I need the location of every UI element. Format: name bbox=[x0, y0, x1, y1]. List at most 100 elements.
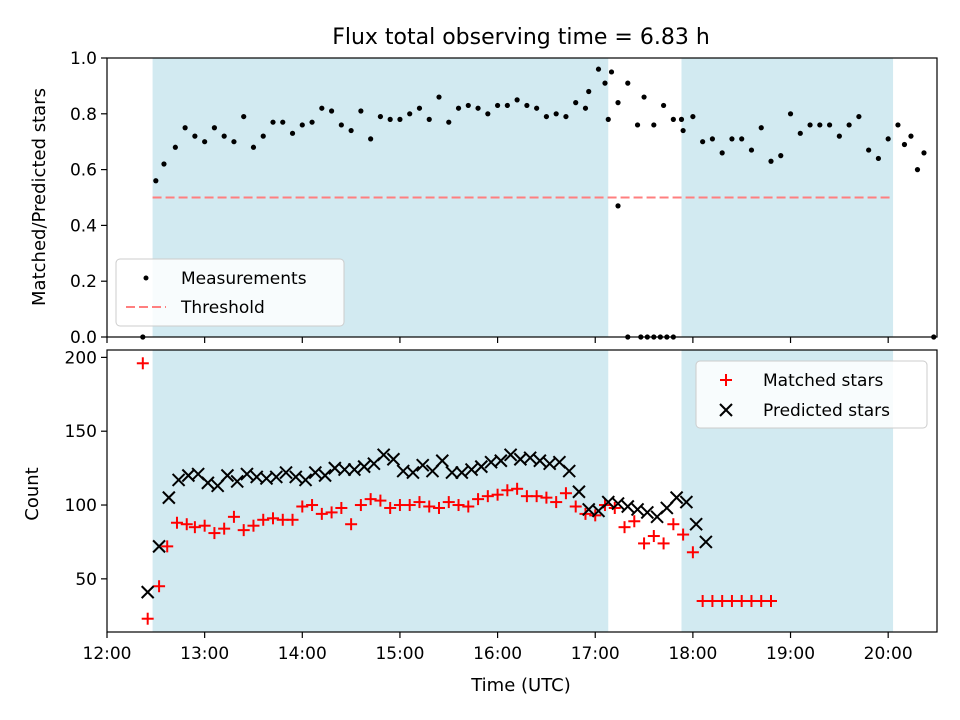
predicted-stars-point-54 bbox=[660, 501, 674, 515]
measurements-point-22 bbox=[348, 127, 354, 134]
matched-stars-point-26 bbox=[374, 494, 387, 507]
measurements-point-87 bbox=[866, 147, 872, 153]
top-y-axis-label: Matched/Predicted stars bbox=[29, 88, 50, 306]
matched-stars-point-7 bbox=[188, 521, 201, 534]
measurements-point-7 bbox=[202, 139, 208, 145]
measurements-point-2 bbox=[153, 178, 159, 184]
measurements-point-31 bbox=[436, 94, 442, 100]
measurements-point-17 bbox=[299, 122, 305, 128]
measurements-point-37 bbox=[494, 102, 501, 109]
top-legend: Measurements Threshold bbox=[115, 258, 345, 327]
matched-stars-point-29 bbox=[403, 499, 416, 512]
predicted-stars-point-3 bbox=[162, 490, 176, 505]
bottom-shaded-intervals bbox=[152, 350, 894, 632]
measurements-point-85 bbox=[846, 122, 852, 128]
measurements-point-42 bbox=[543, 113, 550, 120]
bottom-legend: Matched stars Predicted stars bbox=[695, 360, 928, 429]
predicted-stars-point-7 bbox=[201, 476, 215, 490]
bottom-plot-frame bbox=[106, 349, 938, 633]
bottom-x-tick-label: 12:00 bbox=[83, 644, 132, 664]
measurements-point-47 bbox=[586, 88, 592, 95]
predicted-stars-point-41 bbox=[533, 454, 547, 468]
measurements-point-26 bbox=[387, 116, 393, 122]
measurements-point-24 bbox=[368, 136, 374, 142]
matched-stars-point-35 bbox=[462, 500, 475, 513]
bottom-x-tick-label: 14:00 bbox=[278, 644, 327, 664]
predicted-stars-point-30 bbox=[425, 464, 440, 478]
bottom-y-tick-label: 200 bbox=[65, 348, 97, 368]
predicted-stars-point-26 bbox=[386, 452, 401, 466]
predicted-stars-point-50 bbox=[621, 499, 635, 514]
measurements-point-77 bbox=[768, 158, 774, 164]
measurements-point-35 bbox=[475, 105, 481, 111]
matched-stars-point-21 bbox=[325, 506, 338, 519]
bottom-panel: 50 100 150 200 12:00 13:00 14:00 15:00 16:00 17:0… bbox=[22, 348, 938, 696]
measurements-point-57 bbox=[670, 116, 676, 122]
measurements-point-20 bbox=[328, 108, 335, 114]
bottom-x-tick-label: 19:00 bbox=[766, 644, 815, 664]
measurements-point-50 bbox=[608, 69, 615, 75]
measurements-point-88 bbox=[875, 155, 882, 162]
measurements-point-83 bbox=[826, 122, 833, 128]
measurements-point-25 bbox=[377, 113, 384, 120]
measurements-point-21 bbox=[338, 122, 344, 128]
measurements-point-79 bbox=[787, 111, 794, 117]
predicted-stars-point-19 bbox=[318, 468, 332, 483]
predicted-stars-point-34 bbox=[464, 462, 479, 477]
measurements-point-3 bbox=[161, 161, 167, 167]
matched-stars-point-46 bbox=[569, 500, 582, 513]
predicted-stars-point-21 bbox=[337, 462, 352, 477]
bottom-x-tick-label: 17:00 bbox=[571, 644, 620, 664]
bottom-y-tick-label: 100 bbox=[65, 496, 97, 516]
predicted-stars-point-15 bbox=[279, 465, 293, 480]
measurements-point-74 bbox=[739, 136, 745, 142]
top-data-layer bbox=[140, 66, 937, 340]
matched-stars-point-9 bbox=[208, 527, 221, 540]
matched-stars-point-36 bbox=[472, 493, 485, 506]
measurements-point-8 bbox=[211, 125, 218, 131]
predicted-stars-point-45 bbox=[572, 485, 586, 499]
measurements-point-76 bbox=[758, 125, 764, 131]
measurements-point-49 bbox=[602, 80, 608, 86]
matched-stars-point-30 bbox=[413, 496, 426, 509]
predicted-stars-point-32 bbox=[445, 465, 459, 480]
predicted-stars-point-8 bbox=[210, 479, 225, 493]
measurements-point-68 bbox=[680, 127, 686, 134]
measurements-point-38 bbox=[504, 102, 510, 109]
bottom-data-layer bbox=[136, 357, 777, 625]
measurements-point-94 bbox=[921, 150, 927, 156]
measurements-legend-marker bbox=[143, 275, 149, 281]
measurements-point-92 bbox=[908, 133, 914, 139]
matched-stars-point-44 bbox=[550, 496, 563, 509]
matched-stars-point-58 bbox=[686, 546, 699, 559]
measurements-point-6 bbox=[192, 133, 198, 139]
measurements-point-11 bbox=[241, 113, 247, 120]
matched-stars-point-1 bbox=[136, 357, 149, 370]
measurements-point-14 bbox=[270, 119, 276, 125]
matched-stars-point-11 bbox=[227, 510, 240, 523]
measurements-point-18 bbox=[309, 119, 315, 125]
measurements-point-51 bbox=[615, 100, 621, 106]
measurements-point-12 bbox=[250, 144, 257, 150]
measurements-point-16 bbox=[289, 130, 296, 136]
bottom-x-tick-label: 20:00 bbox=[864, 644, 913, 664]
measurements-point-52 bbox=[625, 80, 631, 86]
matched-stars-point-3 bbox=[153, 580, 166, 593]
measurements-point-90 bbox=[895, 122, 901, 128]
predicted-stars-point-58 bbox=[699, 535, 713, 549]
matched-stars-point-43 bbox=[540, 491, 553, 504]
top-axis: 0.0 0.2 0.4 0.6 0.8 1.0 bbox=[70, 49, 889, 348]
matched-stars-point-51 bbox=[618, 521, 631, 534]
top-y-tick-label: 0.8 bbox=[70, 105, 97, 125]
matched-stars-point-34 bbox=[452, 499, 465, 512]
measurements-point-80 bbox=[797, 130, 803, 136]
measurements-point-69 bbox=[690, 113, 696, 120]
matched-stars-point-45 bbox=[559, 487, 572, 500]
top-y-tick-label: 0.6 bbox=[70, 161, 97, 181]
measurements-point-75 bbox=[748, 147, 755, 153]
measurements-point-81 bbox=[807, 122, 813, 128]
legend-label-measurements: Measurements bbox=[181, 269, 307, 289]
matched-stars-point-32 bbox=[433, 501, 445, 514]
measurements-point-29 bbox=[416, 105, 423, 111]
